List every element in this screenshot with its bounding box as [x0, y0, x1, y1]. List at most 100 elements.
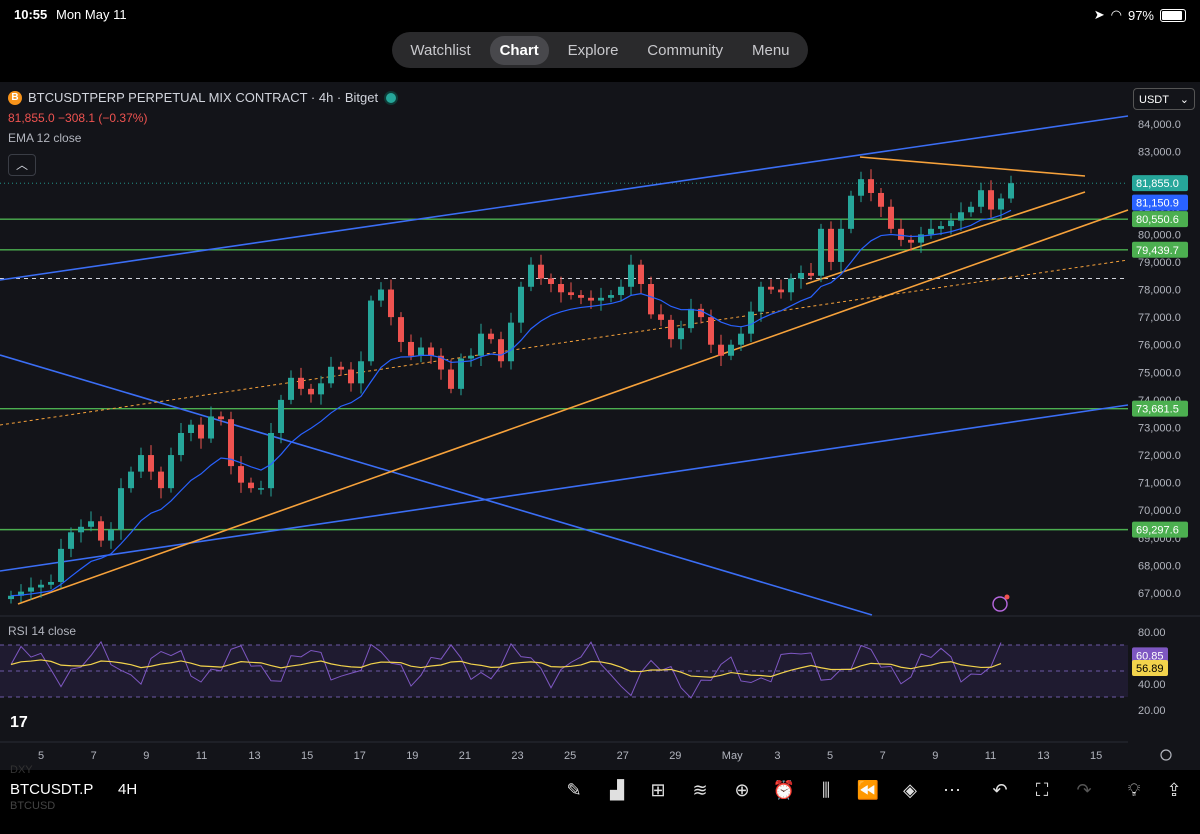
candle-body [608, 295, 614, 298]
candle-body [268, 432, 274, 489]
wifi-icon: ◠ [1110, 7, 1122, 22]
candle-body [948, 220, 954, 227]
blue-trendline-falling [0, 354, 873, 616]
orange-triangle-top [859, 156, 1086, 177]
rsi-ma-line [10, 659, 1002, 678]
price-change-line: 81,855.0 −308.1 (−0.37%) [8, 111, 148, 125]
currency-select[interactable]: USDT ⌄ [1133, 88, 1195, 110]
market-open-dot-icon [384, 90, 399, 105]
candle-body [898, 228, 904, 240]
fullscreen-icon[interactable]: ⛶ [1035, 780, 1049, 800]
candle-body [438, 355, 444, 370]
tab-chart[interactable]: Chart [489, 35, 549, 65]
candle-body [868, 179, 874, 193]
candle-body [188, 424, 194, 433]
candle-body [248, 482, 254, 489]
time-axis-tick: 5 [38, 750, 44, 762]
alert-clock-icon[interactable]: ⏰ [772, 780, 796, 800]
candle-body [368, 300, 374, 362]
candle-body [278, 399, 284, 433]
indicators-icon[interactable]: ▟ [610, 780, 624, 800]
idea-bulb-icon[interactable]: 💡︎ [1127, 780, 1141, 800]
more-dots-icon[interactable]: ⋯ [943, 780, 961, 800]
candle-body [488, 333, 494, 340]
candle-body [648, 284, 654, 315]
replay-rewind-icon[interactable]: ⏪ [856, 780, 880, 800]
ema-line [10, 209, 1012, 597]
add-plus-icon[interactable]: ⊕ [734, 780, 750, 800]
candle-body [978, 190, 984, 207]
currency-value: USDT [1139, 94, 1169, 106]
candle-body [598, 297, 604, 301]
undo-icon[interactable]: ↶ [992, 780, 1008, 800]
price-badge [1132, 211, 1188, 228]
grid-layout-icon[interactable]: ⊞ [650, 780, 666, 800]
redo-icon[interactable]: ↷ [1076, 780, 1092, 800]
candle-body [778, 289, 784, 293]
candle-body [428, 347, 434, 356]
timeframe-selector[interactable]: 4H [118, 781, 138, 798]
symbol-selector[interactable]: BTCUSDT.P [10, 781, 94, 798]
time-axis-tick: 25 [564, 750, 576, 762]
candle-body [298, 377, 304, 389]
time-axis-tick: 11 [196, 750, 207, 762]
price-badge-label: 79,439.7 [1136, 245, 1179, 257]
candle-body [528, 264, 534, 287]
candle-body [468, 355, 474, 359]
candle-body [568, 292, 574, 296]
candle-body [838, 228, 844, 262]
tab-menu[interactable]: Menu [751, 41, 790, 59]
price-axis-tick: 79,000.0 [1138, 257, 1181, 269]
candle-body [618, 286, 624, 296]
price-axis-tick: 84,000.0 [1138, 119, 1181, 131]
tab-explore[interactable]: Explore [567, 41, 619, 59]
drawing-pen-icon[interactable]: ✎ [566, 780, 582, 800]
symbol-header[interactable]: B BTCUSDTPERP PERPETUAL MIX CONTRACT · 4… [8, 90, 399, 105]
lightning-alert-icon [992, 596, 1008, 612]
candle-body [228, 419, 234, 467]
candle-body [338, 366, 344, 370]
candle-body [668, 319, 674, 340]
price-chart[interactable]: 84,000.083,000.082,000.081,000.080,000.0… [0, 0, 1200, 770]
candle-body [148, 455, 154, 472]
candle-body [988, 190, 994, 210]
candle-body [688, 308, 694, 329]
candle-body [28, 587, 34, 592]
candle-body [178, 432, 184, 456]
price-badge-label: 69,297.6 [1136, 525, 1179, 537]
price-axis-tick: 71,000.0 [1138, 478, 1181, 490]
candle-body [308, 388, 314, 395]
rsi-badge [1132, 647, 1168, 664]
alert-dot-icon [1004, 594, 1010, 600]
collapse-chevron-up-icon[interactable]: ︿ [8, 154, 36, 176]
ema-indicator-label[interactable]: EMA 12 close [8, 131, 82, 145]
price-axis-tick: 77,000.0 [1138, 312, 1181, 324]
faint-symbol-above: DXY [10, 764, 33, 776]
price-axis-tick: 68,000.0 [1138, 560, 1181, 572]
status-bar: 10:55 Mon May 11 ➤ ◠ 97% [0, 0, 1200, 30]
compare-icon[interactable]: ≋ [692, 780, 708, 800]
time-axis-tick: 9 [143, 750, 149, 762]
time-axis-tick: 9 [932, 750, 938, 762]
candle-type-icon[interactable]: ⫼ [821, 780, 831, 800]
tab-community[interactable]: Community [647, 41, 724, 59]
status-date: Mon May 11 [56, 7, 127, 22]
candle-body [968, 206, 974, 213]
orange-dashed-midline [0, 259, 1129, 426]
time-axis-tick: 19 [406, 750, 418, 762]
candle-body [908, 239, 914, 243]
layers-icon[interactable]: ◈ [903, 780, 917, 800]
candle-body [118, 488, 124, 530]
share-icon[interactable]: ⇪ [1166, 780, 1182, 800]
candle-body [748, 311, 754, 334]
candle-body [88, 521, 94, 527]
candle-body [318, 383, 324, 395]
candle-body [558, 284, 564, 293]
rsi-badge-label: 60.85 [1136, 650, 1164, 662]
candle-body [938, 226, 944, 229]
time-axis-tick: 27 [617, 750, 629, 762]
rsi-indicator-label[interactable]: RSI 14 close [8, 624, 77, 638]
candle-body [168, 455, 174, 489]
tab-watchlist[interactable]: Watchlist [410, 41, 471, 59]
candle-body [458, 358, 464, 389]
